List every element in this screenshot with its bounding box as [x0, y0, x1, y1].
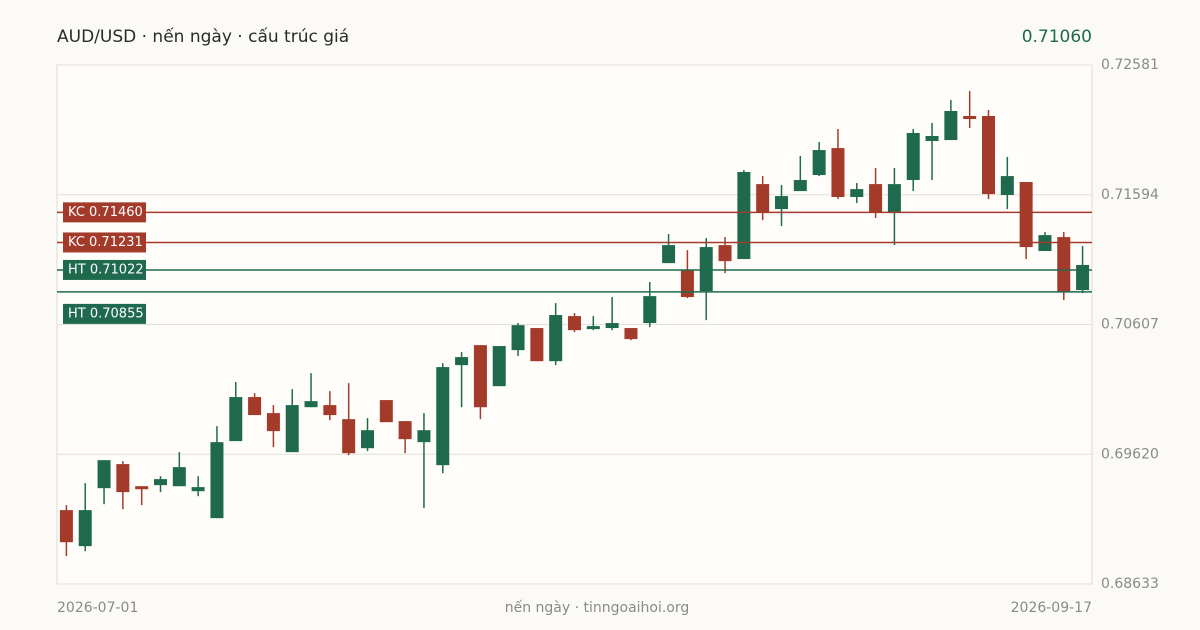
candle-body	[304, 401, 318, 408]
candle-body	[982, 116, 995, 195]
candle-body	[775, 196, 788, 210]
last-price: 0.71060	[1022, 27, 1092, 47]
candle-body	[1000, 176, 1014, 196]
level-label-box	[63, 202, 146, 223]
candle-body	[229, 397, 243, 442]
candle-body	[266, 413, 280, 432]
candle-body	[417, 430, 431, 443]
candle-body	[586, 326, 600, 330]
candle-body	[963, 116, 977, 120]
candle-body	[97, 460, 111, 489]
candle-body	[662, 245, 676, 264]
candle-body	[116, 464, 130, 493]
candle-body	[323, 405, 337, 416]
level-label: HT 0.71022	[68, 262, 144, 277]
candle-body	[906, 132, 920, 181]
candle-body	[718, 245, 732, 262]
candle-body	[455, 357, 469, 366]
candle-body	[756, 184, 770, 213]
candle-body	[473, 345, 487, 408]
candle-body	[605, 323, 619, 329]
candle-body	[680, 270, 694, 298]
candle-body	[887, 184, 901, 214]
candle-body	[699, 247, 713, 292]
candle-body	[248, 397, 262, 416]
candle-body	[944, 111, 958, 141]
y-tick-label: 0.68633	[1101, 576, 1159, 592]
y-tick-label: 0.69620	[1101, 446, 1159, 462]
candle-body	[831, 148, 845, 197]
candle-body	[210, 442, 224, 519]
candle-body	[172, 467, 186, 487]
candle-body	[342, 419, 356, 454]
candle-body	[812, 150, 826, 176]
level-label-box	[63, 259, 146, 280]
candle-body	[154, 479, 167, 486]
level-label: KC 0.71460	[68, 205, 143, 220]
candle-body	[398, 421, 412, 440]
candle-body	[191, 487, 205, 492]
y-tick-label: 0.70607	[1101, 317, 1159, 333]
candle-body	[850, 189, 864, 197]
candle-body	[925, 135, 939, 141]
candle-body	[492, 346, 506, 387]
candle-body	[530, 328, 544, 362]
candle-body	[436, 367, 450, 466]
candle-body	[568, 316, 581, 331]
level-label-box	[63, 232, 146, 253]
candle-body	[511, 325, 525, 351]
x-end-label: 2026-09-17	[1011, 600, 1092, 616]
candle-body	[379, 400, 393, 423]
candle-body	[1076, 264, 1090, 291]
candle-body	[549, 315, 563, 362]
candle-body	[59, 510, 73, 543]
candle-body	[285, 405, 299, 453]
candle-body	[1019, 181, 1033, 248]
candle-body	[135, 486, 149, 490]
footer: nến ngày · tinngoaihoi.org	[505, 599, 690, 616]
y-tick-label: 0.72581	[1101, 57, 1159, 73]
candle-body	[361, 430, 374, 449]
level-label-box	[63, 303, 146, 324]
candle-body	[643, 296, 657, 324]
candle-body	[1057, 237, 1071, 293]
candle-body	[737, 172, 751, 260]
x-start-label: 2026-07-01	[57, 600, 138, 616]
candle-body	[793, 180, 807, 192]
candle-body	[869, 184, 883, 213]
candle-body	[624, 328, 638, 340]
candle-body	[78, 510, 92, 547]
chart-title: AUD/USD · nến ngày · cấu trúc giá	[57, 26, 349, 47]
y-tick-label: 0.71594	[1101, 187, 1159, 203]
level-label: HT 0.70855	[68, 306, 144, 321]
level-label: KC 0.71231	[68, 235, 143, 250]
